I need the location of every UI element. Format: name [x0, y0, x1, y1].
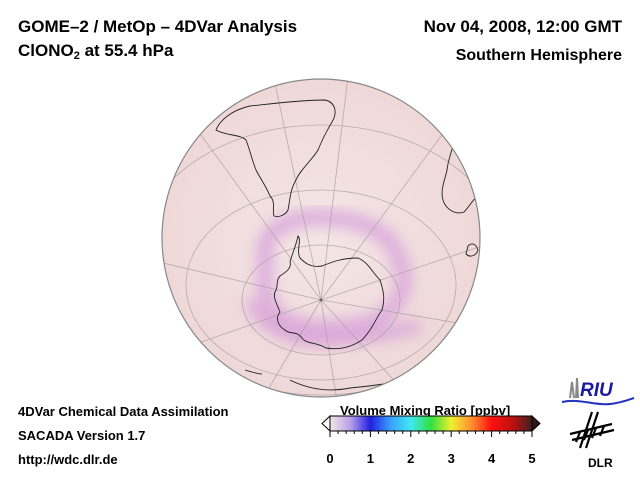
colorbar-title: Volume Mixing Ratio [ppbv] [340, 403, 511, 418]
globe-outline [161, 78, 481, 398]
species-name: ClONO [18, 41, 74, 60]
footer-line-2: SACADA Version 1.7 [18, 428, 146, 443]
species-level: at 55.4 hPa [79, 41, 174, 60]
new-zealand-coast [244, 369, 263, 375]
riu-logo: RIU [561, 377, 635, 406]
colorbar-tick-label: 4 [487, 451, 496, 466]
colorbar-tick-label: 3 [447, 451, 455, 466]
datetime-label: Nov 04, 2008, 12:00 GMT [423, 17, 622, 36]
region-label: Southern Hemisphere [455, 47, 622, 64]
south-america-coast [215, 99, 336, 217]
colorbar-tick-label: 1 [366, 451, 374, 466]
species-subscript: 2 [73, 50, 80, 62]
colorbar-tick-label: 2 [407, 451, 415, 466]
riu-text: RIU [580, 380, 614, 401]
colorbar-body [329, 415, 533, 432]
colorbar-tick-label: 0 [326, 451, 334, 466]
madagascar-coast [465, 243, 479, 257]
species-label: ClONO2 at 55.4 hPa [18, 41, 174, 62]
logos: RIU DLR [561, 377, 635, 470]
dlr-text: DLR [588, 456, 613, 470]
south-pole-marker [319, 298, 323, 302]
footer-line-1: 4DVar Chemical Data Assimilation [18, 404, 229, 419]
colorbar-tick-label: 5 [528, 451, 536, 466]
colorbar-max-arrow [531, 415, 541, 433]
antarctica-coast [273, 235, 385, 350]
map-title: GOME–2 / MetOp – 4DVar Analysis [18, 17, 298, 36]
dlr-logo: DLR [569, 411, 615, 470]
footer-url: http://wdc.dlr.de [18, 452, 118, 467]
chlorine-nitrate-ring [244, 209, 422, 347]
colorbar [321, 415, 541, 437]
graticule [162, 79, 480, 397]
colorbar-min-arrow [321, 415, 331, 433]
globe-disc [162, 79, 480, 397]
